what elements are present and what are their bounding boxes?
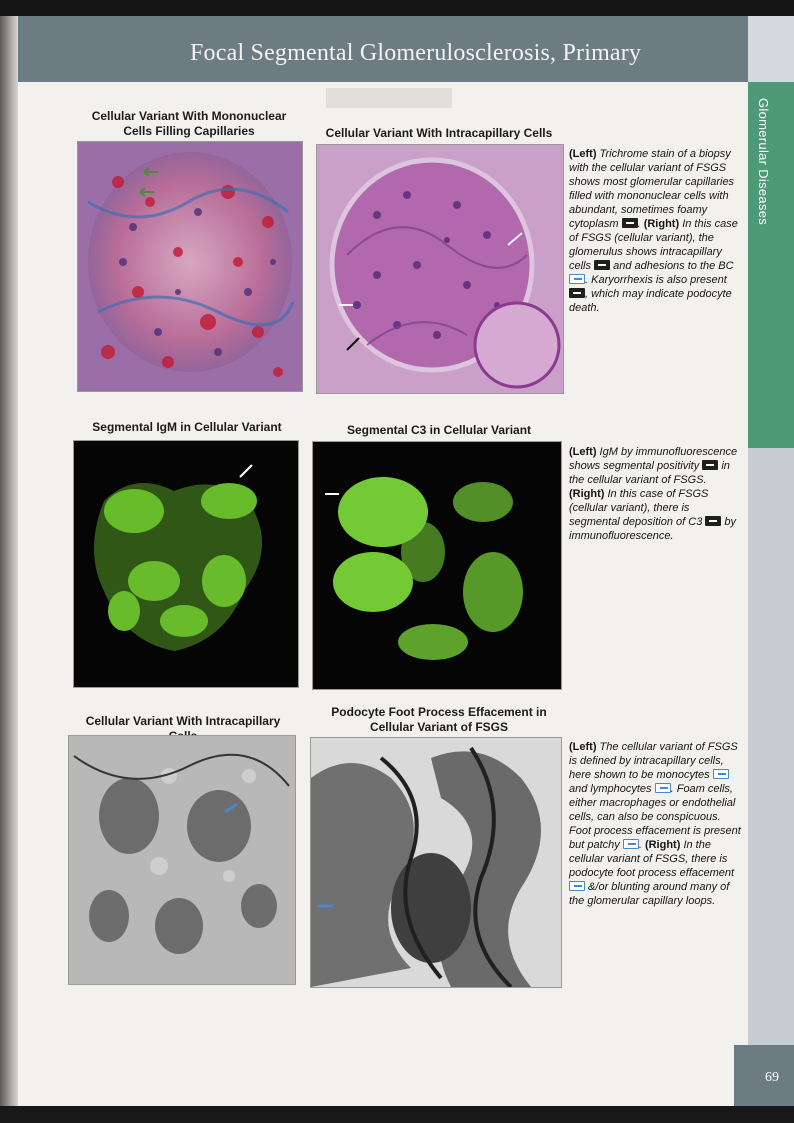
legend-text: IgM by immunofluorescence shows segmenta… (569, 446, 738, 472)
legend-label: (Left) (569, 741, 597, 753)
legend-label: (Right) (569, 488, 605, 500)
legend-text: Trichrome stain of a biopsy with the cel… (569, 148, 735, 230)
legend-text: In this case of FSGS (cellular variant),… (569, 488, 709, 528)
micrograph-em-left (68, 735, 296, 985)
arrow-icon (594, 260, 611, 270)
section-tab-label: Glomerular Diseases (756, 98, 771, 226)
legend-label: (Right) (643, 218, 680, 230)
section-tab (748, 82, 794, 448)
figure-title-row1-right: Cellular Variant With Intracapillary Cel… (325, 126, 553, 140)
page-number: 69 (765, 1070, 779, 1085)
legend-text: In the cellular variant of FSGS, there i… (569, 839, 735, 879)
legend-label: (Left) (569, 148, 597, 160)
legend-text: in the cellular variant of FSGS. (569, 460, 730, 486)
micrograph-c3 (312, 441, 562, 690)
legend-text: . Foam cells, either macrophages or endo… (569, 783, 741, 851)
figure-legend-row2: (Left) IgM by immunofluorescence shows s… (569, 445, 741, 543)
arrow-icon (569, 274, 585, 284)
legend-text: and lymphocytes (569, 783, 655, 795)
legend-text: . (637, 218, 644, 230)
legend-text: , which may indicate podocyte death. (569, 288, 732, 314)
arrow-icon (622, 839, 639, 849)
arrow-icon (621, 218, 638, 228)
micrograph-em-right (310, 737, 562, 988)
legend-text: . Karyorrhexis is also present (585, 274, 727, 286)
legend-text: by immunofluorescence. (569, 516, 737, 542)
page-title: Focal Segmental Glomerulosclerosis, Prim… (190, 40, 642, 66)
arrow-icon (705, 516, 722, 526)
figure-title-row2-right: Segmental C3 in Cellular Variant (346, 423, 532, 437)
sidebar-upper (748, 16, 794, 82)
page-number-box (734, 1045, 794, 1107)
legend-label: (Left) (569, 446, 597, 458)
legend-text: and adhesions to the BC (610, 260, 734, 272)
legend-text: &/or blunting around many of the glomeru… (569, 881, 730, 907)
arrow-icon (569, 881, 585, 891)
arrow-icon (702, 460, 719, 470)
micrograph-igm (73, 440, 299, 688)
micrograph-trichrome (77, 141, 303, 392)
micrograph-pas (316, 144, 564, 394)
header-band (18, 16, 748, 82)
book-spine (0, 16, 18, 1106)
figure-legend-row1: (Left) Trichrome stain of a biopsy with … (569, 147, 741, 315)
figure-title-row3-right: Podocyte Foot Process Effacement in Cell… (331, 705, 547, 734)
top-edge (0, 0, 794, 16)
figure-title-row2-left: Segmental IgM in Cellular Variant (92, 420, 282, 434)
arrow-icon (569, 288, 585, 298)
legend-text: The cellular variant of FSGS is defined … (569, 741, 738, 781)
legend-label: (Right) (644, 839, 681, 851)
arrow-icon (712, 769, 729, 779)
figure-title-row1-left: Cellular Variant With Mononuclear Cells … (91, 109, 287, 138)
bleed-through-tab (326, 88, 452, 108)
arrow-icon (654, 783, 671, 793)
figure-legend-row3: (Left) The cellular variant of FSGS is d… (569, 740, 741, 908)
bottom-edge (0, 1106, 794, 1123)
legend-text: In this case of FSGS (cellular variant),… (569, 218, 738, 272)
legend-text: . (638, 839, 645, 851)
